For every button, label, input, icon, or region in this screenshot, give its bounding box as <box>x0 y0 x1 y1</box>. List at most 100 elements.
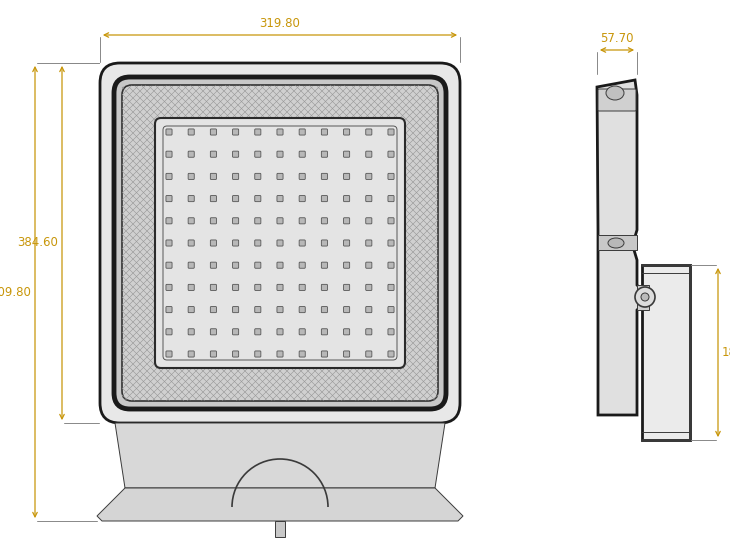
FancyBboxPatch shape <box>299 284 305 290</box>
FancyBboxPatch shape <box>166 218 172 224</box>
FancyBboxPatch shape <box>166 262 172 268</box>
FancyBboxPatch shape <box>366 328 372 335</box>
FancyBboxPatch shape <box>255 173 261 180</box>
FancyBboxPatch shape <box>299 351 305 357</box>
Text: 384.60: 384.60 <box>17 237 58 249</box>
FancyBboxPatch shape <box>233 196 239 202</box>
FancyBboxPatch shape <box>166 306 172 312</box>
FancyBboxPatch shape <box>166 173 172 180</box>
FancyBboxPatch shape <box>321 129 328 135</box>
FancyBboxPatch shape <box>321 262 328 268</box>
FancyBboxPatch shape <box>188 284 194 290</box>
FancyBboxPatch shape <box>344 151 350 157</box>
Polygon shape <box>115 423 445 488</box>
FancyBboxPatch shape <box>344 218 350 224</box>
FancyBboxPatch shape <box>166 129 172 135</box>
Polygon shape <box>597 80 642 415</box>
FancyBboxPatch shape <box>188 218 194 224</box>
FancyBboxPatch shape <box>210 196 217 202</box>
FancyBboxPatch shape <box>299 240 305 246</box>
FancyBboxPatch shape <box>210 240 217 246</box>
FancyBboxPatch shape <box>255 328 261 335</box>
FancyBboxPatch shape <box>166 284 172 290</box>
Ellipse shape <box>606 86 624 100</box>
FancyBboxPatch shape <box>388 218 394 224</box>
FancyBboxPatch shape <box>233 306 239 312</box>
Polygon shape <box>97 488 463 521</box>
FancyBboxPatch shape <box>344 129 350 135</box>
FancyBboxPatch shape <box>188 173 194 180</box>
FancyBboxPatch shape <box>344 196 350 202</box>
FancyBboxPatch shape <box>233 284 239 290</box>
FancyBboxPatch shape <box>277 173 283 180</box>
FancyBboxPatch shape <box>210 151 217 157</box>
FancyBboxPatch shape <box>388 284 394 290</box>
FancyBboxPatch shape <box>388 173 394 180</box>
FancyBboxPatch shape <box>366 306 372 312</box>
FancyBboxPatch shape <box>277 218 283 224</box>
FancyBboxPatch shape <box>188 196 194 202</box>
FancyBboxPatch shape <box>366 240 372 246</box>
FancyBboxPatch shape <box>255 151 261 157</box>
FancyBboxPatch shape <box>188 262 194 268</box>
FancyBboxPatch shape <box>277 262 283 268</box>
FancyBboxPatch shape <box>388 196 394 202</box>
FancyBboxPatch shape <box>366 262 372 268</box>
FancyBboxPatch shape <box>388 151 394 157</box>
Ellipse shape <box>608 238 624 248</box>
FancyBboxPatch shape <box>366 351 372 357</box>
FancyBboxPatch shape <box>210 284 217 290</box>
FancyBboxPatch shape <box>366 196 372 202</box>
FancyBboxPatch shape <box>188 351 194 357</box>
FancyBboxPatch shape <box>255 196 261 202</box>
FancyBboxPatch shape <box>299 262 305 268</box>
FancyBboxPatch shape <box>277 351 283 357</box>
FancyBboxPatch shape <box>344 262 350 268</box>
FancyBboxPatch shape <box>188 240 194 246</box>
FancyBboxPatch shape <box>210 328 217 335</box>
FancyBboxPatch shape <box>344 328 350 335</box>
FancyBboxPatch shape <box>188 306 194 312</box>
FancyBboxPatch shape <box>321 351 328 357</box>
FancyBboxPatch shape <box>321 196 328 202</box>
FancyBboxPatch shape <box>344 351 350 357</box>
FancyBboxPatch shape <box>277 284 283 290</box>
FancyBboxPatch shape <box>299 173 305 180</box>
FancyBboxPatch shape <box>166 151 172 157</box>
FancyBboxPatch shape <box>255 129 261 135</box>
FancyBboxPatch shape <box>277 240 283 246</box>
FancyBboxPatch shape <box>321 306 328 312</box>
FancyBboxPatch shape <box>188 328 194 335</box>
FancyBboxPatch shape <box>255 218 261 224</box>
FancyBboxPatch shape <box>366 284 372 290</box>
FancyBboxPatch shape <box>299 218 305 224</box>
FancyBboxPatch shape <box>233 351 239 357</box>
Bar <box>598 235 637 250</box>
FancyBboxPatch shape <box>233 129 239 135</box>
Text: 57.70: 57.70 <box>600 32 634 45</box>
FancyBboxPatch shape <box>388 306 394 312</box>
FancyBboxPatch shape <box>155 118 405 368</box>
FancyBboxPatch shape <box>210 218 217 224</box>
FancyBboxPatch shape <box>344 284 350 290</box>
Bar <box>275 521 285 537</box>
FancyBboxPatch shape <box>366 173 372 180</box>
FancyBboxPatch shape <box>233 218 239 224</box>
FancyBboxPatch shape <box>321 151 328 157</box>
FancyBboxPatch shape <box>255 284 261 290</box>
FancyBboxPatch shape <box>166 351 172 357</box>
FancyBboxPatch shape <box>210 306 217 312</box>
FancyBboxPatch shape <box>344 173 350 180</box>
FancyBboxPatch shape <box>299 129 305 135</box>
FancyBboxPatch shape <box>255 351 261 357</box>
FancyBboxPatch shape <box>344 306 350 312</box>
FancyBboxPatch shape <box>299 196 305 202</box>
FancyBboxPatch shape <box>210 173 217 180</box>
FancyBboxPatch shape <box>122 85 438 401</box>
FancyBboxPatch shape <box>321 240 328 246</box>
FancyBboxPatch shape <box>598 89 636 111</box>
FancyBboxPatch shape <box>277 196 283 202</box>
FancyBboxPatch shape <box>210 262 217 268</box>
FancyBboxPatch shape <box>210 351 217 357</box>
FancyBboxPatch shape <box>255 262 261 268</box>
